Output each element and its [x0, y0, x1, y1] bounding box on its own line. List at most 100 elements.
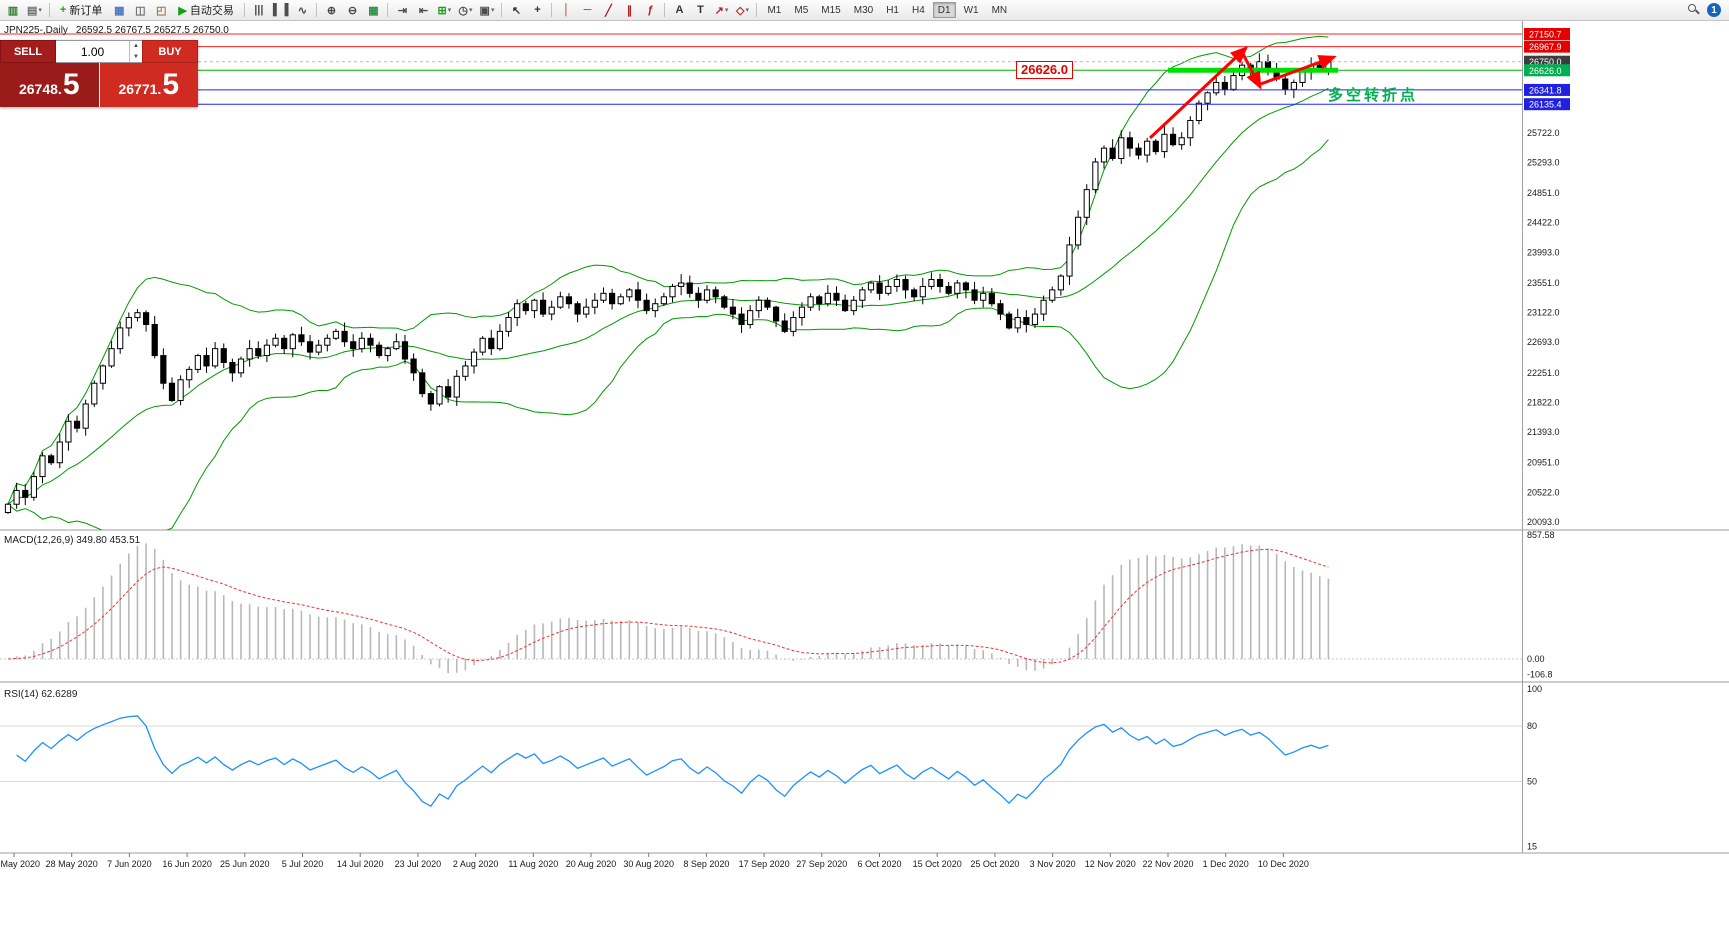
channel-icon[interactable]: ∥ — [619, 2, 639, 19]
svg-text:11 Aug 2020: 11 Aug 2020 — [508, 859, 558, 869]
timeframe-mn[interactable]: MN — [991, 4, 1008, 16]
horizontal-line-icon[interactable]: ─ — [577, 2, 597, 19]
timeframe-w1[interactable]: W1 — [963, 4, 979, 16]
periods-icon[interactable]: ◷ ▾ — [455, 2, 475, 19]
rsi-panel: 100 80 50 15 — [0, 684, 1542, 851]
tile-windows-icon[interactable]: ▦ — [363, 2, 383, 19]
market-watch-icon: ▦ — [114, 4, 125, 17]
svg-text:12 Nov 2020: 12 Nov 2020 — [1085, 859, 1136, 869]
trade-prices-row: 26748. 5 26771. 5 — [0, 63, 198, 107]
svg-text:16 Jun 2020: 16 Jun 2020 — [162, 859, 212, 869]
sell-price[interactable]: 26748. 5 — [0, 63, 99, 107]
indicators-icon[interactable]: ⊞ ▾ — [434, 2, 454, 19]
dropdown-caret-icon: ▾ — [447, 7, 452, 14]
svg-text:20951.0: 20951.0 — [1527, 458, 1560, 468]
bar-chart-icon[interactable]: ||| — [249, 2, 269, 19]
volume-spinner[interactable]: ▲ ▼ — [129, 41, 142, 62]
svg-text:26626.0: 26626.0 — [1529, 66, 1562, 76]
new-chart-icon[interactable]: ▥ — [3, 2, 23, 19]
volume-value[interactable]: 1.00 — [80, 44, 105, 59]
crosshair-icon[interactable]: + — [527, 2, 547, 19]
toolbar-right: 1 — [1688, 3, 1726, 17]
candlesticks — [4, 53, 1332, 514]
price-annotation-label[interactable]: 26626.0 — [1016, 61, 1073, 79]
chart-title: JPN225-,Daily 26592.5 26767.5 26527.5 26… — [4, 25, 229, 36]
buy-button[interactable]: BUY — [142, 40, 198, 63]
profiles-icon[interactable]: ▤ ▾ — [24, 2, 45, 19]
zoom-in-icon[interactable]: ⊕ — [321, 2, 341, 19]
tile-windows-icon: ▦ — [368, 4, 379, 17]
timeframe-m30[interactable]: M30 — [853, 4, 874, 16]
svg-text:5 Jul 2020: 5 Jul 2020 — [282, 859, 324, 869]
trend-arrows[interactable] — [1148, 45, 1337, 140]
text-label-icon[interactable]: T — [690, 2, 710, 19]
turning-point-note[interactable]: 多空转折点 — [1328, 87, 1419, 104]
svg-text:25 Oct 2020: 25 Oct 2020 — [970, 859, 1019, 869]
svg-text:19 May 2020: 19 May 2020 — [0, 859, 40, 869]
svg-text:20522.0: 20522.0 — [1527, 487, 1560, 497]
svg-text:50: 50 — [1527, 777, 1537, 787]
timeframe-m5[interactable]: M5 — [794, 4, 809, 16]
buy-price[interactable]: 26771. 5 — [99, 63, 198, 107]
spinner-down-icon[interactable]: ▼ — [133, 53, 139, 60]
notification-badge[interactable]: 1 — [1707, 3, 1721, 17]
price-chart[interactable]: 25722.0 25293.0 24851.0 24422.0 23993.0 23551… — [0, 21, 1729, 941]
new-order-button[interactable]: + 新订单 — [54, 2, 108, 19]
text-icon[interactable]: A — [669, 2, 689, 19]
svg-text:23 Jul 2020: 23 Jul 2020 — [395, 859, 442, 869]
vertical-line-icon: │ — [563, 4, 570, 16]
bollinger-bands — [7, 35, 1329, 530]
cursor-icon[interactable]: ↖ — [506, 2, 526, 19]
svg-text:26135.4: 26135.4 — [1529, 100, 1562, 110]
spinner-up-icon[interactable]: ▲ — [133, 43, 139, 49]
shapes-icon[interactable]: ◇ ▾ — [732, 2, 752, 19]
svg-text:24851.0: 24851.0 — [1527, 188, 1560, 198]
templates-icon[interactable]: ▣ ▾ — [477, 2, 498, 19]
line-chart-icon[interactable]: ∿ — [292, 2, 312, 19]
buy-price-int: 26771. — [118, 81, 162, 97]
toolbar-separator — [316, 3, 318, 17]
crosshair-icon: + — [534, 4, 541, 16]
line-chart-icon: ∿ — [297, 4, 308, 17]
fibonacci-icon[interactable]: ƒ — [640, 2, 660, 19]
one-click-trading-panel: SELL 1.00 ▲ ▼ BUY 26748. 5 26771. 5 — [0, 40, 198, 107]
timeframe-h1[interactable]: H1 — [886, 4, 899, 16]
toolbar-separator — [756, 3, 758, 17]
navigator-icon[interactable]: ◰ — [151, 2, 171, 19]
svg-text:2 Aug 2020: 2 Aug 2020 — [453, 859, 499, 869]
chart-window: 25722.0 25293.0 24851.0 24422.0 23993.0 23551… — [0, 21, 1729, 941]
trendline-icon[interactable]: ╱ — [598, 2, 618, 19]
timeframe-d1[interactable]: D1 — [932, 2, 956, 18]
svg-text:25293.0: 25293.0 — [1527, 157, 1560, 167]
timeframe-m15[interactable]: M15 — [821, 4, 841, 16]
data-window-icon[interactable]: ◫ — [130, 2, 150, 19]
bar-chart-icon: ||| — [254, 4, 264, 16]
zoom-in-icon: ⊕ — [326, 4, 337, 17]
zoom-out-icon[interactable]: ⊖ — [342, 2, 362, 19]
chart-shift-icon[interactable]: ⇤ — [413, 2, 433, 19]
timeframe-h4[interactable]: H4 — [911, 4, 925, 16]
svg-text:27 Sep 2020: 27 Sep 2020 — [796, 859, 847, 869]
timeframe-m1[interactable]: M1 — [767, 4, 782, 16]
sell-button[interactable]: SELL — [0, 40, 56, 63]
autotrading-button[interactable]: ▶ 自动交易 — [172, 2, 239, 19]
trade-controls-row: SELL 1.00 ▲ ▼ BUY — [0, 40, 198, 63]
toolbar-items: ▥ ▤ ▾ + 新订单 ▦ ◫ ◰ ▶ 自动交易 ||| ▌▐ ∿ ⊕ ⊖ ▦ ⇥ ⇤ ⊞ ▾ ◷ ▾ ▣ ▾ ↖ + │ ─ ╱ ∥ ƒ A… — [3, 0, 1013, 20]
svg-text:21822.0: 21822.0 — [1527, 397, 1560, 407]
market-watch-icon[interactable]: ▦ — [109, 2, 129, 19]
arrows-tool-icon[interactable]: ↗ ▾ — [711, 2, 731, 19]
toolbar-separator — [664, 3, 666, 17]
svg-text:30 Aug 2020: 30 Aug 2020 — [623, 859, 674, 869]
sell-price-int: 26748. — [18, 81, 62, 97]
auto-scroll-icon[interactable]: ⇥ — [392, 2, 412, 19]
candlestick-chart-icon[interactable]: ▌▐ — [270, 2, 292, 19]
vertical-line-icon[interactable]: │ — [556, 2, 576, 19]
volume-field[interactable]: 1.00 ▲ ▼ — [56, 40, 142, 63]
time-axis[interactable]: 19 May 2020 28 May 2020 7 Jun 2020 16 Jun 2… — [0, 853, 1309, 869]
svg-text:23993.0: 23993.0 — [1527, 247, 1560, 257]
symbol-period-label: JPN225-,Daily — [4, 25, 68, 36]
dropdown-caret-icon: ▾ — [745, 7, 749, 14]
search-icon[interactable] — [1688, 3, 1701, 17]
price-axis[interactable]: 25722.0 25293.0 24851.0 24422.0 23993.0 23551… — [1524, 28, 1570, 527]
svg-text:26967.9: 26967.9 — [1529, 42, 1562, 52]
